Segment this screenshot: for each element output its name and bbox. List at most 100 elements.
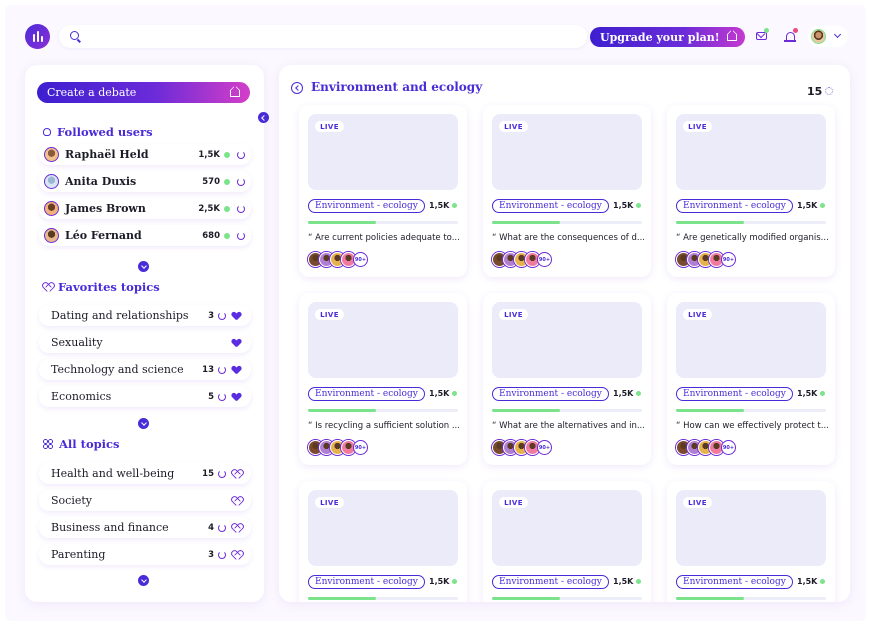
- topic-tag[interactable]: Environment - ecology: [676, 575, 793, 589]
- refresh-icon: [218, 392, 226, 401]
- live-badge: LIVE: [315, 309, 344, 320]
- online-dot: [636, 391, 641, 396]
- participants[interactable]: 90+: [676, 440, 736, 456]
- user-count: 680: [202, 230, 220, 241]
- debate-question[interactable]: “ What are the consequences of d... ”: [492, 233, 647, 243]
- progress-bar: [308, 409, 458, 412]
- topic-row[interactable]: Health and well-being 15: [39, 463, 251, 484]
- debate-card[interactable]: LIVE Environment - ecology 1,5K “ What are …: [483, 293, 651, 465]
- topic-tag[interactable]: Environment - ecology: [676, 387, 793, 401]
- heart-icon: [43, 283, 52, 291]
- debate-card[interactable]: LIVE Environment - ecology 1,5K “ How can w…: [667, 293, 835, 465]
- followed-user-row[interactable]: Anita Duxis 570: [39, 171, 251, 192]
- debate-question[interactable]: “ What are the alternatives and in... ”: [492, 421, 647, 431]
- debate-question[interactable]: “ Are genetically modified organis... ”: [676, 233, 831, 243]
- followed-user-row[interactable]: James Brown 2,5K: [39, 198, 251, 219]
- participants[interactable]: 90+: [492, 440, 552, 456]
- logo-icon[interactable]: [25, 24, 50, 49]
- search-input[interactable]: [85, 27, 575, 46]
- participants[interactable]: 90+: [676, 252, 736, 268]
- participants[interactable]: 90+: [308, 252, 368, 268]
- expand-followed-users-button[interactable]: [138, 261, 149, 272]
- notifications-badge: [793, 28, 798, 33]
- messages-button[interactable]: [753, 28, 769, 44]
- collapse-sidebar-button[interactable]: [258, 112, 269, 123]
- notifications-button[interactable]: [782, 28, 798, 44]
- debate-question[interactable]: “ How can we effectively protect t... ”: [676, 421, 831, 431]
- debate-card[interactable]: LIVE Environment - ecology 1,5K: [667, 481, 835, 602]
- heart-icon[interactable]: [232, 393, 241, 401]
- debate-card[interactable]: LIVE Environment - ecology 1,5K “ What are …: [483, 105, 651, 277]
- heart-icon[interactable]: [232, 551, 241, 559]
- topic-row[interactable]: Parenting 3: [39, 544, 251, 565]
- progress-fill: [676, 409, 744, 412]
- followed-user-row[interactable]: Léo Fernand 680: [39, 225, 251, 246]
- back-icon[interactable]: [291, 82, 303, 94]
- viewer-count: 1,5K: [797, 389, 818, 398]
- expand-favorites-button[interactable]: [138, 418, 149, 429]
- progress-bar: [308, 597, 458, 600]
- live-badge: LIVE: [315, 497, 344, 508]
- live-badge: LIVE: [499, 121, 528, 132]
- debate-question[interactable]: “ Is recycling a sufficient solution ...…: [308, 421, 463, 431]
- debate-card[interactable]: LIVE Environment - ecology 1,5K “ Are genet…: [667, 105, 835, 277]
- viewer-count: 1,5K: [613, 201, 634, 210]
- topic-row[interactable]: Business and finance 4: [39, 517, 251, 538]
- heart-icon[interactable]: [232, 339, 241, 347]
- topic-tag[interactable]: Environment - ecology: [492, 199, 609, 213]
- topic-count: 3: [208, 549, 214, 560]
- topic-name: Society: [51, 494, 92, 507]
- progress-fill: [308, 409, 376, 412]
- more-participants-badge: 90+: [353, 440, 368, 455]
- favorite-topic-row[interactable]: Dating and relationships 3: [39, 305, 251, 326]
- refresh-icon: [237, 231, 245, 240]
- upgrade-plan-button[interactable]: Upgrade your plan!: [590, 27, 745, 47]
- heart-icon[interactable]: [232, 470, 241, 478]
- live-badge: LIVE: [683, 309, 712, 320]
- profile-menu[interactable]: [808, 26, 848, 47]
- online-dot: [224, 205, 230, 212]
- favorite-topic-row[interactable]: Economics 5: [39, 386, 251, 407]
- favorite-topic-row[interactable]: Technology and science 13: [39, 359, 251, 380]
- participants[interactable]: 90+: [492, 252, 552, 268]
- topic-tag[interactable]: Environment - ecology: [308, 387, 425, 401]
- create-debate-label: Create a debate: [47, 86, 137, 99]
- crown-icon: [230, 86, 240, 97]
- topic-tag[interactable]: Environment - ecology: [492, 387, 609, 401]
- heart-icon[interactable]: [232, 366, 241, 374]
- search-bar[interactable]: [59, 25, 587, 48]
- spinner-icon: [825, 87, 833, 95]
- debate-card[interactable]: LIVE Environment - ecology 1,5K: [299, 481, 467, 602]
- heart-icon[interactable]: [232, 497, 241, 505]
- online-dot: [636, 579, 641, 584]
- debate-card[interactable]: LIVE Environment - ecology 1,5K: [483, 481, 651, 602]
- progress-bar: [492, 597, 642, 600]
- participants[interactable]: 90+: [308, 440, 368, 456]
- topic-tag[interactable]: Environment - ecology: [676, 199, 793, 213]
- live-badge: LIVE: [499, 497, 528, 508]
- debate-card[interactable]: LIVE Environment - ecology 1,5K “ Is recycl…: [299, 293, 467, 465]
- debate-question[interactable]: “ Are current policies adequate to... ”: [308, 233, 463, 243]
- more-participants-badge: 90+: [353, 252, 368, 267]
- topic-row[interactable]: Society: [39, 490, 251, 511]
- refresh-icon: [218, 550, 226, 559]
- favorite-topic-row[interactable]: Sexuality: [39, 332, 251, 353]
- user-icon: [43, 128, 51, 136]
- search-icon: [70, 31, 79, 40]
- topic-tag[interactable]: Environment - ecology: [308, 575, 425, 589]
- create-debate-button[interactable]: Create a debate: [37, 82, 250, 103]
- debate-card[interactable]: LIVE Environment - ecology 1,5K “ Are curre…: [299, 105, 467, 277]
- viewer-count: 1,5K: [613, 577, 634, 586]
- main-panel: Environment and ecology 15 LIVE Environme…: [279, 65, 850, 602]
- avatar: [811, 29, 826, 44]
- followed-user-row[interactable]: Raphaël Held 1,5K: [39, 144, 251, 165]
- topic-tag[interactable]: Environment - ecology: [492, 575, 609, 589]
- followed-users-title: Followed users: [43, 125, 153, 139]
- heart-icon[interactable]: [232, 312, 241, 320]
- avatar: [44, 147, 59, 162]
- online-dot: [820, 203, 825, 208]
- heart-icon[interactable]: [232, 524, 241, 532]
- viewer-count: 1,5K: [797, 201, 818, 210]
- expand-all-topics-button[interactable]: [138, 575, 149, 586]
- topic-tag[interactable]: Environment - ecology: [308, 199, 425, 213]
